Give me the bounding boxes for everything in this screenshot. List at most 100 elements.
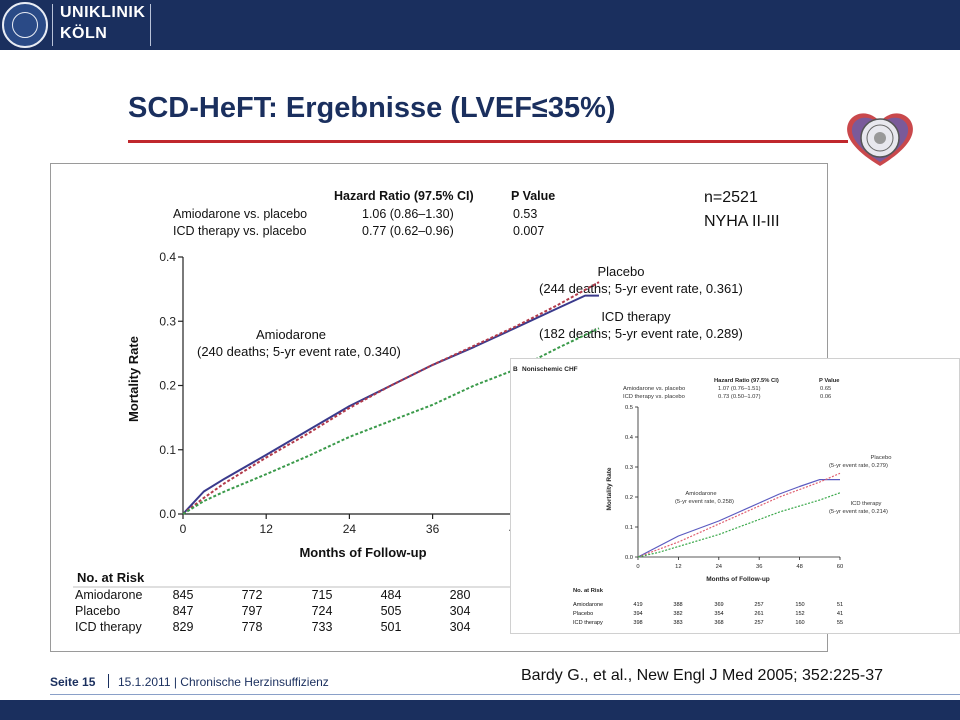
at-risk-title: No. at Risk: [77, 570, 145, 585]
y-tick-label: 0.5: [625, 405, 633, 411]
at-risk-cell: 847: [173, 604, 194, 618]
inset-p-header: P Value: [819, 378, 840, 384]
slide-title: SCD-HeFT: Ergebnisse (LVEF≤35%): [128, 92, 616, 124]
x-tick-label: 48: [796, 564, 802, 570]
at-risk-cell: 419: [633, 602, 642, 608]
inset-annotation-amiodarone: Amiodarone: [685, 491, 716, 497]
at-risk-cell: 160: [795, 620, 804, 626]
hr-table-header-hr: Hazard Ratio (97.5% CI): [334, 189, 474, 203]
y-tick-label: 0.3: [159, 314, 176, 328]
at-risk-cell: 150: [795, 602, 804, 608]
series-line-placebo: [182, 281, 600, 515]
hr-row-value: 1.06 (0.86–1.30): [362, 207, 454, 221]
at-risk-cell: 51: [837, 602, 843, 608]
footer-date-topic: 15.1.2011 | Chronische Herzinsuffizienz: [118, 675, 329, 689]
x-tick-label: 12: [675, 564, 681, 570]
title-underline: [128, 140, 848, 143]
at-risk-cell: 398: [633, 620, 642, 626]
at-risk-cell: 261: [754, 611, 763, 617]
annotation-icd-detail: (182 deaths; 5-yr event rate, 0.289): [539, 326, 743, 341]
at-risk-cell: 257: [754, 602, 763, 608]
header-bar: UNIKLINIK KÖLN: [0, 0, 960, 50]
series-line-amiodarone: [182, 294, 599, 515]
inset-hr-row-p: 0.65: [820, 386, 831, 392]
inset-y-axis-label: Mortality Rate: [606, 467, 613, 510]
at-risk-cell: 388: [673, 602, 682, 608]
at-risk-row-label: ICD therapy: [75, 620, 142, 634]
at-risk-cell: 845: [173, 588, 194, 602]
at-risk-cell: 505: [381, 604, 402, 618]
y-axis-label: Mortality Rate: [126, 336, 141, 422]
hr-row-p: 0.007: [513, 224, 544, 238]
inset-annotation-amiodarone-detail: (5-yr event rate, 0.258): [675, 499, 734, 505]
inset-nonischemic-chart: B Nonischemic CHF Hazard Ratio (97.5% CI…: [513, 366, 892, 626]
page-number: Seite 15: [50, 675, 96, 689]
x-tick-label: 12: [260, 522, 274, 536]
main-chart-frame: Hazard Ratio (97.5% CI) P Value Amiodaro…: [50, 163, 828, 652]
at-risk-cell: 383: [673, 620, 682, 626]
at-risk-cell: 797: [242, 604, 263, 618]
inset-annotation-placebo-detail: (5-yr event rate, 0.279): [829, 463, 888, 469]
at-risk-cell: 55: [837, 620, 843, 626]
at-risk-cell: 501: [381, 620, 402, 634]
x-tick-label: 24: [716, 564, 723, 570]
university-seal-logo: [2, 2, 48, 48]
at-risk-cell: 382: [673, 611, 682, 617]
hr-row-label: ICD therapy vs. placebo: [173, 224, 306, 238]
y-tick-label: 0.2: [159, 379, 176, 393]
inset-title: Nonischemic CHF: [522, 366, 578, 373]
annotation-placebo-detail: (244 deaths; 5-yr event rate, 0.361): [539, 281, 743, 296]
at-risk-row-label: Amiodarone: [573, 602, 603, 608]
at-risk-cell: 354: [714, 611, 723, 617]
logo-divider-right: [150, 4, 151, 46]
at-risk-cell: 484: [381, 588, 402, 602]
at-risk-cell: 257: [754, 620, 763, 626]
x-tick-label: 0: [180, 522, 187, 536]
nyha-class-note: NYHA II-III: [704, 213, 780, 230]
at-risk-cell: 829: [173, 620, 194, 634]
at-risk-cell: 772: [242, 588, 263, 602]
x-tick-label: 36: [426, 522, 440, 536]
y-tick-label: 0.3: [625, 465, 633, 471]
y-tick-label: 0.4: [625, 435, 634, 441]
inset-panel-label: B: [513, 366, 518, 373]
inset-at-risk-table: Amiodarone 419 388 369 257 150 51 Placebo 394 382…: [573, 602, 843, 626]
inset-hr-row-value: 1.07 (0.76–1.51): [718, 386, 761, 392]
footer-separator: [108, 674, 109, 688]
inset-annotation-placebo: Placebo: [871, 455, 892, 461]
inset-chart-frame: B Nonischemic CHF Hazard Ratio (97.5% CI…: [510, 358, 960, 634]
series-line-icd-therapy: [637, 492, 841, 558]
at-risk-table: Amiodarone 845 772 715 484 280 Placebo 847 797 72…: [75, 588, 470, 634]
hr-row-label: Amiodarone vs. placebo: [173, 207, 307, 221]
inset-hr-row-label: Amiodarone vs. placebo: [623, 386, 685, 392]
inset-x-axis-label: Months of Follow-up: [706, 576, 770, 583]
x-tick-label: 36: [756, 564, 762, 570]
inset-annotation-icd: ICD therapy: [851, 501, 882, 507]
hr-row-value: 0.77 (0.62–0.96): [362, 224, 454, 238]
at-risk-cell: 280: [450, 588, 471, 602]
series-line-placebo: [637, 472, 841, 558]
y-tick-label: 0.4: [159, 250, 176, 264]
at-risk-cell: 304: [450, 620, 471, 634]
inset-hr-header: Hazard Ratio (97.5% CI): [714, 378, 779, 384]
at-risk-row-label: ICD therapy: [573, 620, 603, 626]
y-tick-label: 0.1: [159, 443, 176, 457]
inset-hr-row-value: 0.73 (0.50–1.07): [718, 394, 761, 400]
hr-table-header-p: P Value: [511, 189, 555, 203]
annotation-amiodarone-name: Amiodarone: [256, 327, 326, 342]
series-line-amiodarone: [637, 478, 840, 558]
annotation-amiodarone-detail: (240 deaths; 5-yr event rate, 0.340): [197, 344, 401, 359]
at-risk-cell: 733: [312, 620, 333, 634]
y-tick-label: 0.1: [625, 525, 633, 531]
logo-text-line1: UNIKLINIK: [60, 4, 146, 21]
x-tick-label: 60: [837, 564, 843, 570]
logo-divider: [52, 4, 53, 46]
at-risk-row-label: Placebo: [75, 604, 120, 618]
at-risk-cell: 724: [312, 604, 333, 618]
at-risk-cell: 394: [633, 611, 642, 617]
at-risk-cell: 41: [837, 611, 843, 617]
footer-bar: [0, 700, 960, 720]
at-risk-cell: 715: [312, 588, 333, 602]
at-risk-cell: 778: [242, 620, 263, 634]
x-tick-label: 24: [343, 522, 357, 536]
